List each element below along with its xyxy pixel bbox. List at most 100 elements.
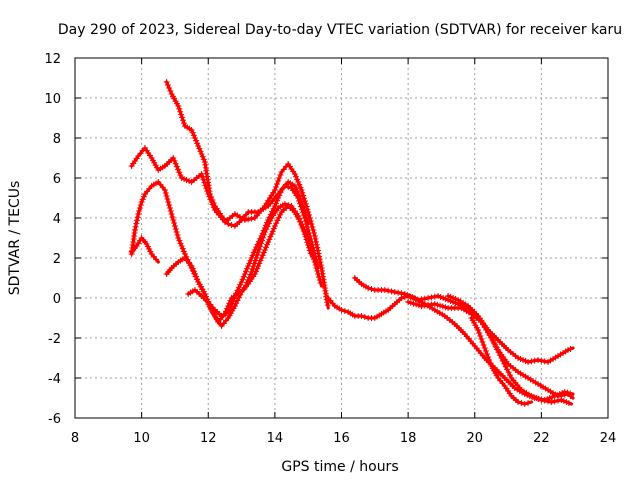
plus-marker [306,242,313,249]
plus-marker [300,226,307,233]
plus-marker [225,221,232,227]
plus-marker [267,233,274,240]
plus-marker [272,184,279,190]
plus-marker [306,239,313,246]
plus-marker [226,306,233,313]
chart-title: Day 290 of 2023, Sidereal Day-to-day VTE… [58,22,622,38]
plus-marker [297,196,304,203]
plus-marker [481,345,488,351]
plus-marker [171,223,178,229]
plus-marker [153,256,160,263]
series-track-f [185,179,311,319]
plus-marker [254,241,261,248]
plus-marker [555,393,562,399]
plus-marker [173,229,180,235]
plus-marker [194,276,201,283]
y-tick-labels: -6 -4 -2 0 2 4 6 8 10 12 [44,52,61,427]
plus-marker [303,215,310,222]
plus-marker [261,225,268,231]
plus-marker [179,114,186,121]
plus-marker [139,196,146,203]
plus-marker [210,200,217,206]
plus-marker [180,117,187,124]
plus-marker [302,231,309,238]
y-tick-label: -6 [48,412,61,427]
plus-marker [521,401,528,407]
y-tick-label: 4 [53,212,61,227]
plus-marker [391,289,398,295]
plus-marker [273,220,280,227]
plus-marker [274,217,281,224]
plus-marker [175,103,182,109]
plus-marker [170,155,177,161]
plus-marker [195,143,202,149]
plus-marker [504,366,511,373]
plus-marker [271,203,278,209]
plus-marker [225,309,232,315]
series-track-j [445,293,575,400]
plus-marker [479,339,486,345]
plus-marker [538,397,545,403]
y-tick-label: 0 [53,292,61,307]
plus-marker [315,271,322,277]
plus-marker [176,105,183,112]
plus-marker [254,265,261,272]
plus-marker [189,265,196,272]
plus-marker [260,227,267,234]
plus-marker [253,244,260,251]
plus-marker [483,351,490,357]
plus-marker [235,294,242,301]
y-tick-label: 10 [44,92,61,107]
plus-marker [567,393,574,399]
plus-marker [190,132,197,139]
plus-marker [269,208,276,215]
plus-marker [434,301,441,308]
plus-marker [413,301,420,308]
plus-marker [518,400,525,406]
plus-marker [227,303,234,310]
plus-marker [252,268,259,275]
plus-marker [477,333,484,339]
plus-marker [246,260,253,267]
plus-marker [485,354,492,360]
plus-marker [206,191,213,197]
plus-marker [525,400,532,406]
plus-marker [437,302,444,309]
plus-marker [272,200,279,207]
plus-marker [262,222,269,229]
plus-marker [305,227,312,233]
plus-marker [480,342,487,348]
plus-marker [431,293,438,300]
x-tick-label: 20 [466,431,483,446]
plus-marker [173,163,180,170]
plus-marker [198,151,205,157]
series-markers [128,235,160,263]
plus-marker [324,302,331,309]
plus-marker [311,256,318,263]
plus-marker [301,198,308,204]
plus-marker [531,357,538,364]
plus-marker [398,290,405,297]
plus-marker [274,197,281,204]
plus-marker [277,172,284,178]
plus-marker [178,243,185,249]
x-tick-label: 12 [200,431,217,446]
plus-marker [255,249,262,255]
plus-marker [275,178,282,184]
plus-marker [174,232,181,238]
plus-marker [237,281,244,288]
plus-marker [208,194,215,200]
plus-marker [161,187,168,193]
plus-marker [239,276,246,283]
plus-marker [442,304,449,311]
plus-marker [165,199,172,205]
plus-marker [247,257,254,264]
plus-marker [133,217,140,224]
plus-marker [229,298,236,305]
plus-marker [486,331,493,338]
plus-marker [168,211,175,217]
plus-marker [180,248,187,255]
plus-marker [298,187,305,193]
x-tick-label: 8 [71,431,79,446]
plus-marker [410,300,417,307]
